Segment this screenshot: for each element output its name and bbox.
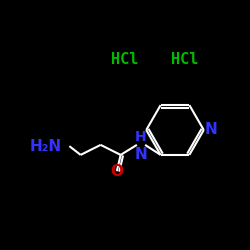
Text: HCl: HCl (111, 52, 139, 68)
Text: O: O (110, 164, 123, 179)
Text: N: N (134, 148, 147, 162)
Text: HCl: HCl (171, 52, 199, 68)
Text: N: N (205, 122, 218, 138)
Text: H: H (135, 130, 146, 144)
Text: H₂N: H₂N (30, 139, 62, 154)
